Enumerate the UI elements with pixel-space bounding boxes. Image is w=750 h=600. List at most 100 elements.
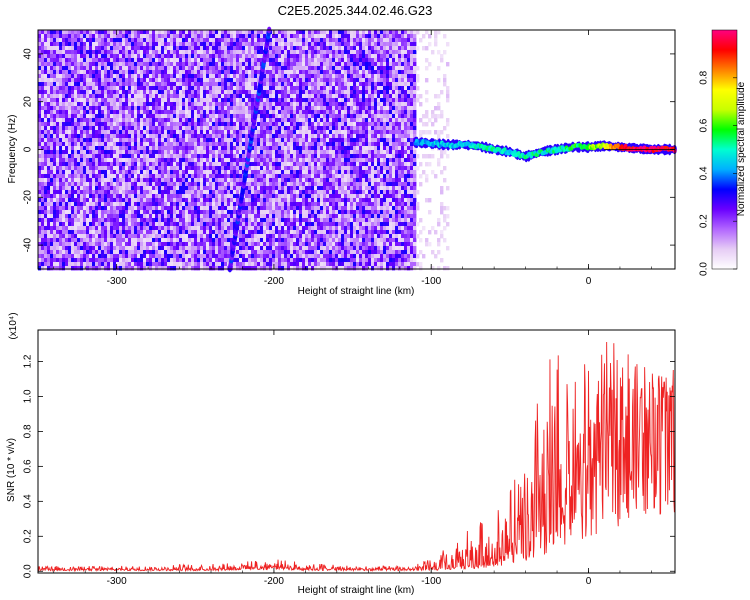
spectrogram-cell — [71, 38, 75, 43]
spectrogram-cell — [200, 90, 204, 95]
spectrogram-cell — [158, 174, 162, 179]
spectrogram-cell — [110, 226, 114, 231]
spectrogram-cell — [263, 106, 267, 111]
spectrogram-cell — [83, 30, 87, 35]
spectrogram-cell — [143, 30, 147, 35]
spectrogram-cell — [134, 74, 138, 79]
spectrogram-cell — [119, 30, 123, 35]
spectrogram-cell — [44, 134, 48, 139]
spectrogram-cell — [206, 58, 210, 63]
spectrogram-cell — [74, 178, 78, 183]
spectrogram-cell — [50, 234, 54, 239]
spectrogram-cell — [179, 82, 183, 87]
spectrogram-cell — [281, 250, 285, 255]
spectrogram-cell — [53, 158, 57, 163]
spectrogram-cell — [284, 142, 288, 147]
spectrogram-cell — [287, 38, 291, 43]
spectrogram-cell — [140, 130, 144, 135]
spectrogram-cell — [230, 146, 234, 151]
spectrogram-cell — [137, 122, 141, 127]
spectrogram-cell — [134, 190, 138, 195]
spectrogram-cell — [50, 230, 54, 235]
spectrogram-cell — [200, 122, 204, 127]
spectrogram-cell — [74, 162, 78, 167]
spectrogram-cell — [80, 206, 84, 211]
spectrogram-cell — [263, 114, 267, 119]
spectrogram-cell — [158, 58, 162, 63]
spectrogram-cell — [80, 118, 84, 123]
spectrogram-cell — [158, 106, 162, 111]
spectrogram-cell — [245, 62, 249, 67]
spectrogram-cell — [203, 174, 207, 179]
spectrogram-cell — [221, 50, 225, 55]
spectrogram-cell — [194, 110, 198, 115]
spectrogram-cell — [137, 98, 141, 103]
spectrogram-cell — [221, 222, 225, 227]
spectrogram-cell — [104, 238, 108, 243]
spectrogram-cell — [62, 122, 66, 127]
spectrogram-cell — [137, 222, 141, 227]
spectrogram-cell — [215, 54, 219, 59]
spectrogram-cell — [119, 258, 123, 263]
spectrogram-cell — [59, 258, 63, 263]
spectrogram-cell — [110, 114, 114, 119]
spectrogram-cell — [188, 190, 192, 195]
spectrogram-cell — [221, 54, 225, 59]
spectrogram-cell — [212, 210, 216, 215]
spectrogram-cell — [185, 90, 189, 95]
spectrogram-cell — [164, 190, 168, 195]
spectrogram-cell — [80, 150, 84, 155]
spectrogram-cell — [275, 34, 279, 39]
spectrogram-cell — [113, 242, 117, 247]
spectrogram-cell — [272, 158, 276, 163]
spectrogram-cell — [173, 58, 177, 63]
spectrogram-cell — [65, 94, 69, 99]
spectrogram-cell — [89, 110, 93, 115]
spectrogram-cell — [227, 162, 231, 167]
spectrogram-cell — [176, 30, 180, 35]
spectrogram-cell — [218, 138, 222, 143]
spectrogram-cell — [242, 118, 246, 123]
spectrogram-cell — [188, 222, 192, 227]
spectrogram-cell — [107, 186, 111, 191]
spectrogram-cell — [113, 102, 117, 107]
spectrogram-cell — [209, 110, 213, 115]
spectrogram-cell — [152, 106, 156, 111]
spectrogram-cell — [155, 242, 159, 247]
spectrogram-cell — [137, 266, 141, 271]
spectrogram-cell — [164, 50, 168, 55]
spectrogram-cell — [89, 62, 93, 67]
spectrogram-cell — [107, 178, 111, 183]
spectrogram-cell — [44, 222, 48, 227]
spectrogram-cell — [176, 210, 180, 215]
spectrogram-cell — [287, 78, 291, 83]
spectrogram-cell — [197, 218, 201, 223]
spectrogram-cell — [83, 46, 87, 51]
spectrogram-cell — [254, 190, 258, 195]
spectrogram-cell — [266, 114, 270, 119]
spectrogram-cell — [101, 94, 105, 99]
spectrogram-cell — [116, 34, 120, 39]
spectrogram-cell — [125, 50, 129, 55]
spectrogram-cell — [254, 266, 258, 271]
spectrogram-cell — [116, 234, 120, 239]
spectrogram-cell — [122, 50, 126, 55]
spectrogram-cell — [170, 154, 174, 159]
spectrogram-cell — [122, 158, 126, 163]
spectrogram-cell — [56, 134, 60, 139]
spectrogram-cell — [68, 74, 72, 79]
spectrogram-cell — [203, 30, 207, 35]
spectrogram-cell — [281, 130, 285, 135]
spectrogram-cell — [140, 146, 144, 151]
spectrogram-cell — [245, 106, 249, 111]
spectrogram-cell — [59, 86, 63, 91]
spectrogram-cell — [245, 78, 249, 83]
spectrogram-cell — [185, 194, 189, 199]
spectrogram-cell — [158, 62, 162, 67]
spectrogram-cell — [233, 34, 237, 39]
spectrogram-cell — [125, 206, 129, 211]
spectrogram-cell — [272, 194, 276, 199]
spectrogram-cell — [62, 66, 66, 71]
spectrogram-cell — [230, 218, 234, 223]
spectrogram-cell — [254, 150, 258, 155]
